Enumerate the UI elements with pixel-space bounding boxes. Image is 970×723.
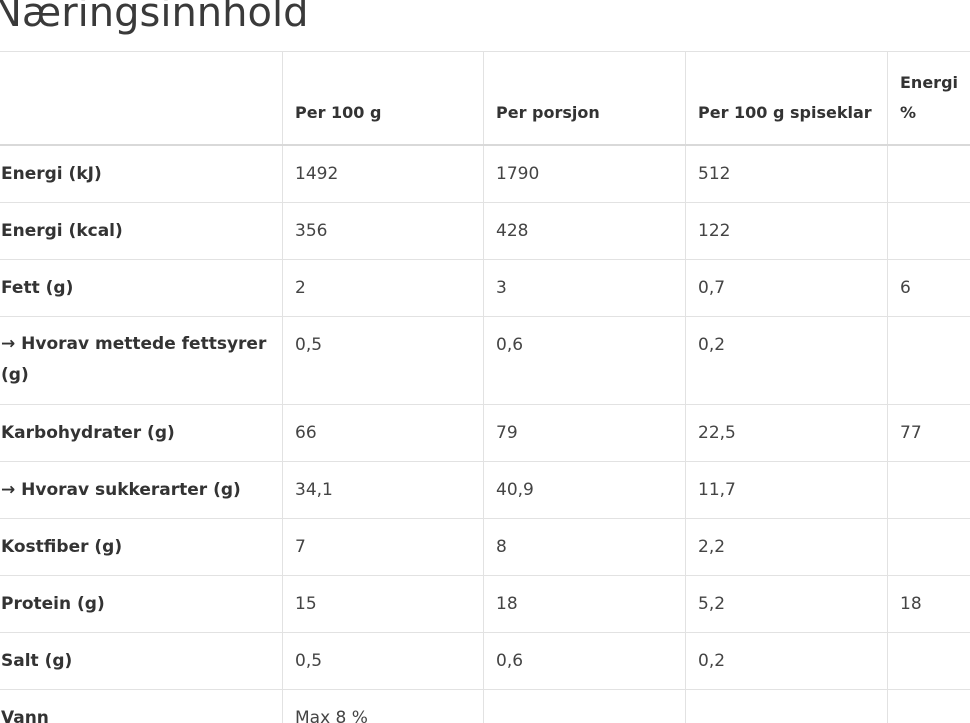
cell-per-100g-ready: 0,7 [685,259,888,317]
table-row: → Hvorav sukkerarter (g) 34,1 40,9 11,7 [0,461,970,519]
cell-energy-percent [887,632,970,690]
cell-per-100g-ready: 22,5 [685,404,888,462]
header-cell-label [0,51,283,146]
cell-per-100g-ready: 5,2 [685,575,888,633]
cell-per-portion: 79 [483,404,686,462]
header-cell-per-portion: Per porsjon [483,51,686,146]
cell-per-portion: 0,6 [483,632,686,690]
row-label: → Hvorav mettede fettsyrer (g) [0,316,283,405]
row-label: Vann [0,689,283,723]
cell-energy-percent [887,202,970,260]
table-row: → Hvorav mettede fettsyrer (g) 0,5 0,6 0… [0,316,970,405]
cell-per-100g: 7 [282,518,484,576]
table-row: Energi (kcal) 356 428 122 [0,202,970,260]
cell-per-portion: 0,6 [483,316,686,405]
nutrition-table: Per 100 g Per porsjon Per 100 g spisekla… [0,51,970,723]
cell-per-100g-ready: 11,7 [685,461,888,519]
row-label: Kostfiber (g) [0,518,283,576]
table-row: Protein (g) 15 18 5,2 18 [0,575,970,633]
cell-energy-percent: 18 [887,575,970,633]
cell-per-100g-ready [685,689,888,723]
row-label: Salt (g) [0,632,283,690]
cell-per-100g-ready: 0,2 [685,316,888,405]
cell-per-100g-ready: 512 [685,144,888,203]
cell-per-portion [483,689,686,723]
row-label: Energi (kcal) [0,202,283,260]
cell-per-100g: 356 [282,202,484,260]
row-label: Protein (g) [0,575,283,633]
header-cell-per-100g-ready: Per 100 g spiseklar [685,51,888,146]
table-row: Fett (g) 2 3 0,7 6 [0,259,970,317]
cell-per-portion: 1790 [483,144,686,203]
page-title: Næringsinnhold [0,0,309,36]
cell-per-100g: 34,1 [282,461,484,519]
cell-per-100g: 15 [282,575,484,633]
cell-per-portion: 40,9 [483,461,686,519]
cell-per-portion: 8 [483,518,686,576]
cell-per-100g-ready: 122 [685,202,888,260]
cell-energy-percent [887,461,970,519]
cell-per-portion: 18 [483,575,686,633]
header-cell-energy-percent: Energi % [887,51,970,146]
table-row: Vann Max 8 % [0,689,970,723]
header-cell-per-100g: Per 100 g [282,51,484,146]
table-row: Energi (kJ) 1492 1790 512 [0,144,970,203]
cell-per-100g: 66 [282,404,484,462]
cell-per-100g: 1492 [282,144,484,203]
cell-per-100g-ready: 0,2 [685,632,888,690]
cell-per-100g: 2 [282,259,484,317]
nutrition-table-container: Per 100 g Per porsjon Per 100 g spisekla… [0,51,970,723]
cell-per-portion: 3 [483,259,686,317]
row-label: Energi (kJ) [0,144,283,203]
table-row: Karbohydrater (g) 66 79 22,5 77 [0,404,970,462]
row-label: Fett (g) [0,259,283,317]
cell-energy-percent [887,689,970,723]
cell-energy-percent: 6 [887,259,970,317]
row-label: → Hvorav sukkerarter (g) [0,461,283,519]
table-row: Salt (g) 0,5 0,6 0,2 [0,632,970,690]
cell-energy-percent [887,518,970,576]
cell-energy-percent [887,316,970,405]
table-row: Kostfiber (g) 7 8 2,2 [0,518,970,576]
cell-per-100g: 0,5 [282,316,484,405]
cell-per-100g: 0,5 [282,632,484,690]
cell-energy-percent: 77 [887,404,970,462]
row-label: Karbohydrater (g) [0,404,283,462]
cell-per-100g-ready: 2,2 [685,518,888,576]
header-row: Per 100 g Per porsjon Per 100 g spisekla… [0,51,970,146]
cell-energy-percent [887,144,970,203]
cell-per-portion: 428 [483,202,686,260]
cell-per-100g: Max 8 % [282,689,484,723]
